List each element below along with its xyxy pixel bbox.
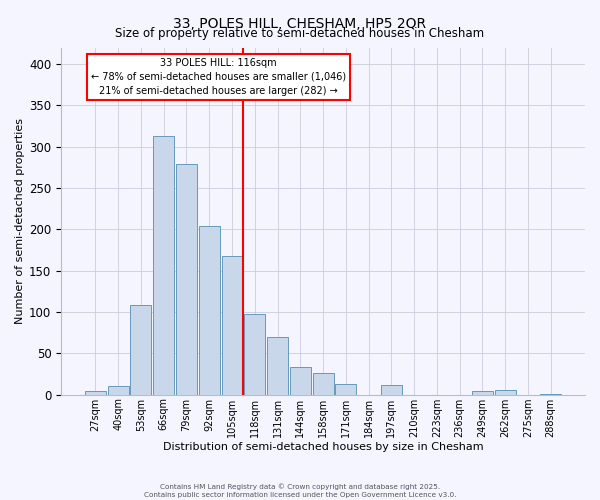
Text: 33, POLES HILL, CHESHAM, HP5 2QR: 33, POLES HILL, CHESHAM, HP5 2QR (173, 18, 427, 32)
Bar (267, 337, 288, 394)
Bar (313, 373, 334, 394)
Text: Contains HM Land Registry data © Crown copyright and database right 2025.
Contai: Contains HM Land Registry data © Crown c… (144, 483, 456, 498)
Bar (176, 164, 197, 394)
Text: Size of property relative to semi-detached houses in Chesham: Size of property relative to semi-detach… (115, 28, 485, 40)
Y-axis label: Number of semi-detached properties: Number of semi-detached properties (15, 118, 25, 324)
Bar (472, 390, 493, 394)
Bar (495, 390, 515, 394)
Bar (221, 256, 242, 394)
X-axis label: Distribution of semi-detached houses by size in Chesham: Distribution of semi-detached houses by … (163, 442, 484, 452)
Bar (244, 314, 265, 394)
Bar (199, 226, 220, 394)
Bar (290, 368, 311, 394)
Bar (153, 136, 174, 394)
Text: 33 POLES HILL: 116sqm
← 78% of semi-detached houses are smaller (1,046)
21% of s: 33 POLES HILL: 116sqm ← 78% of semi-deta… (91, 58, 346, 96)
Bar (335, 384, 356, 394)
Bar (108, 386, 128, 394)
Bar (130, 304, 151, 394)
Bar (85, 390, 106, 394)
Bar (381, 384, 402, 394)
